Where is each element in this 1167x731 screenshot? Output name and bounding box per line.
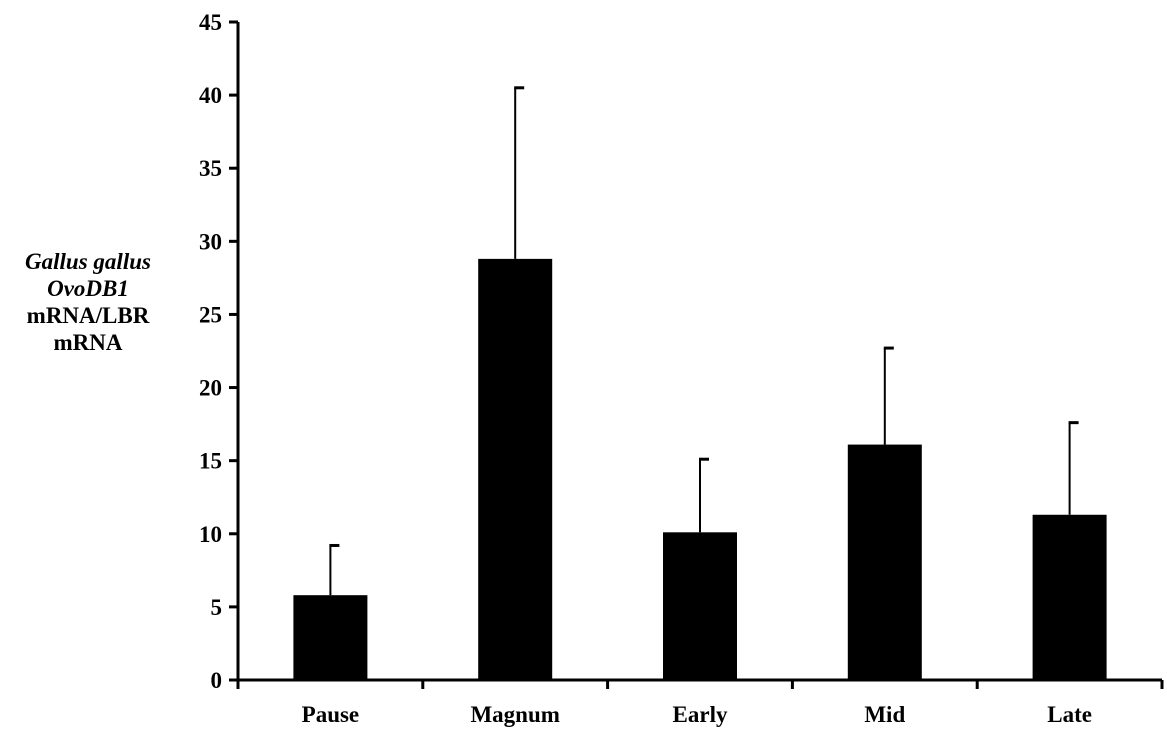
y-axis-label: Gallus gallus OvoDB1 mRNA/LBR mRNA — [4, 248, 172, 356]
x-tick-label: Mid — [864, 702, 905, 727]
y-axis-label-line-2: OvoDB1 — [47, 276, 129, 301]
y-tick-label: 10 — [199, 522, 222, 547]
y-tick-label: 20 — [199, 376, 222, 401]
y-tick-label: 5 — [211, 595, 223, 620]
y-axis-label-line-3: mRNA/LBR — [26, 303, 150, 328]
y-tick-label: 40 — [199, 83, 222, 108]
chart-error-bars — [329, 86, 1079, 596]
bar — [293, 595, 368, 680]
y-tick-label: 30 — [199, 229, 222, 254]
bar — [663, 532, 737, 680]
y-axis-ticks: 0 5 10 15 20 25 30 35 40 45 — [199, 10, 238, 693]
x-tick-label: Pause — [302, 702, 360, 727]
bar — [478, 258, 553, 680]
y-tick-label: 25 — [199, 302, 222, 327]
x-axis-ticks: Pause Magnum Early Mid Late — [236, 680, 1164, 727]
y-axis-label-line-4: mRNA — [53, 330, 123, 355]
x-tick-label: Late — [1047, 702, 1092, 727]
x-tick-label: Early — [673, 702, 728, 727]
x-tick-label: Magnum — [470, 702, 559, 727]
y-tick-label: 35 — [199, 156, 222, 181]
bar — [847, 444, 922, 680]
y-axis-label-line-1: Gallus gallus — [25, 249, 151, 274]
chart-bars — [293, 258, 1107, 680]
y-tick-label: 0 — [211, 668, 223, 693]
y-tick-label: 15 — [199, 449, 222, 474]
bar — [1032, 514, 1107, 680]
y-tick-label: 45 — [199, 10, 222, 35]
